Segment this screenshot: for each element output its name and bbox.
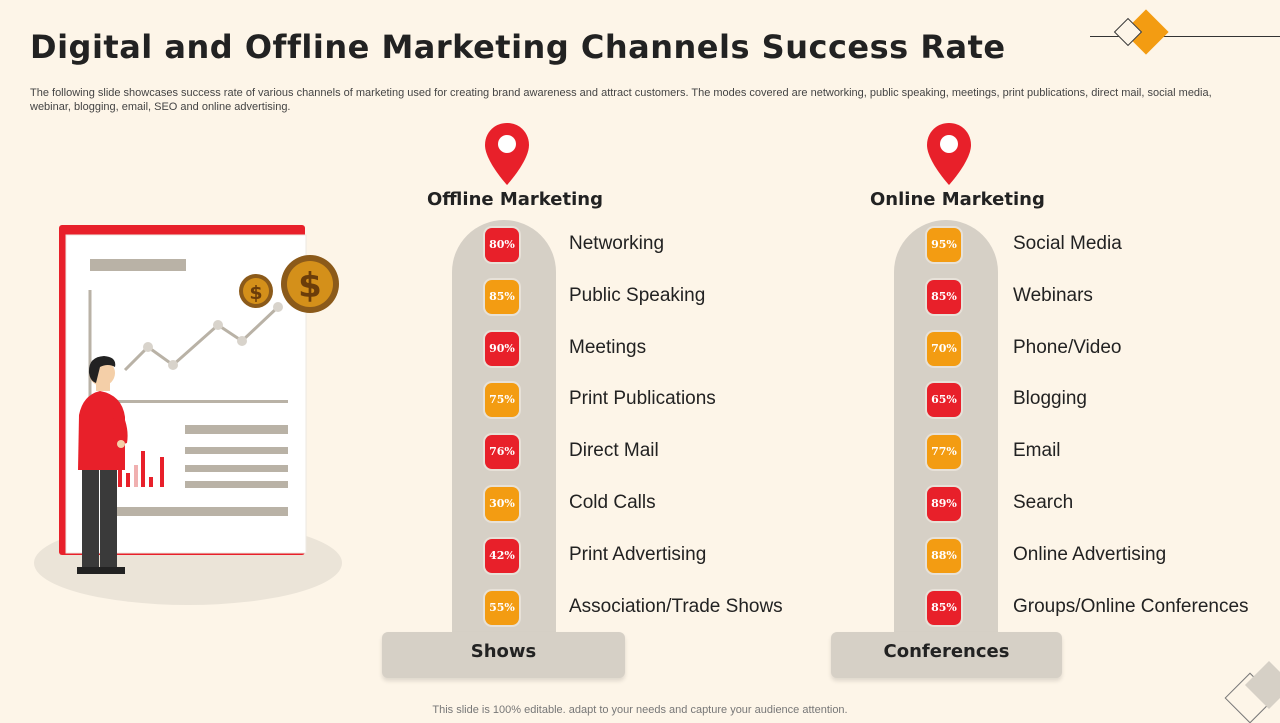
offline-marketing-title: Offline Marketing xyxy=(427,189,603,210)
online-base-conferences: Conferences xyxy=(831,632,1062,678)
online-channel-label: Email xyxy=(1013,440,1061,462)
online-value-badge: 65% xyxy=(927,383,961,418)
online-channel-label: Blogging xyxy=(1013,388,1087,410)
online-value-badge: 88% xyxy=(927,538,961,573)
online-channel-label: Social Media xyxy=(1013,233,1122,254)
footer-note: This slide is 100% editable. adapt to yo… xyxy=(432,704,848,716)
online-value-badge: 70% xyxy=(927,331,961,366)
offline-channel-label: Direct Mail xyxy=(569,440,659,462)
offline-channel-label: Cold Calls xyxy=(569,492,656,513)
offline-value-badge: 80% xyxy=(485,228,519,262)
offline-channel-label: Print Advertising xyxy=(569,543,707,565)
page-title: Digital and Offline Marketing Channels S… xyxy=(30,28,1006,66)
offline-value-badge: 75% xyxy=(485,383,519,418)
online-channel-label: Phone/Video xyxy=(1013,336,1122,358)
offline-channel-label: Networking xyxy=(569,233,665,254)
online-channel-label: Search xyxy=(1013,492,1074,513)
offline-channel-label: Association/Trade Shows xyxy=(569,595,783,617)
online-value-badge: 89% xyxy=(927,487,961,521)
offline-channel-label: Print Publications xyxy=(569,388,716,410)
offline-value-badge: 30% xyxy=(485,487,519,521)
online-value-badge: 85% xyxy=(927,279,961,314)
page-subtitle: The following slide showcases success ra… xyxy=(30,87,1212,113)
online-channel-label: Webinars xyxy=(1013,284,1093,306)
person-figure xyxy=(77,356,128,574)
dollar-coin-icon: $ $ xyxy=(239,255,339,313)
offline-channel-label: Public Speaking xyxy=(569,284,706,306)
online-value-badge: 95% xyxy=(927,228,961,262)
offline-value-badge: 85% xyxy=(485,279,519,314)
decor-line xyxy=(1090,36,1280,37)
location-pin-icon xyxy=(927,123,971,185)
online-value-badge: 85% xyxy=(927,590,961,625)
svg-text:$: $ xyxy=(298,266,322,306)
online-marketing-title: Online Marketing xyxy=(870,189,1045,210)
growth-chart-illustration: $ $ xyxy=(34,225,342,605)
offline-value-badge: 90% xyxy=(485,331,519,366)
online-channel-label: Online Advertising xyxy=(1013,543,1167,565)
offline-value-badge: 76% xyxy=(485,435,519,470)
offline-base-shows: Shows xyxy=(382,632,625,678)
offline-value-badge: 42% xyxy=(485,538,519,573)
offline-channel-label: Meetings xyxy=(569,336,647,358)
online-value-badge: 77% xyxy=(927,435,961,470)
svg-text:$: $ xyxy=(249,282,262,304)
offline-value-badge: 55% xyxy=(485,590,519,625)
online-channel-label: Groups/Online Conferences xyxy=(1013,595,1249,617)
location-pin-icon xyxy=(485,123,529,185)
